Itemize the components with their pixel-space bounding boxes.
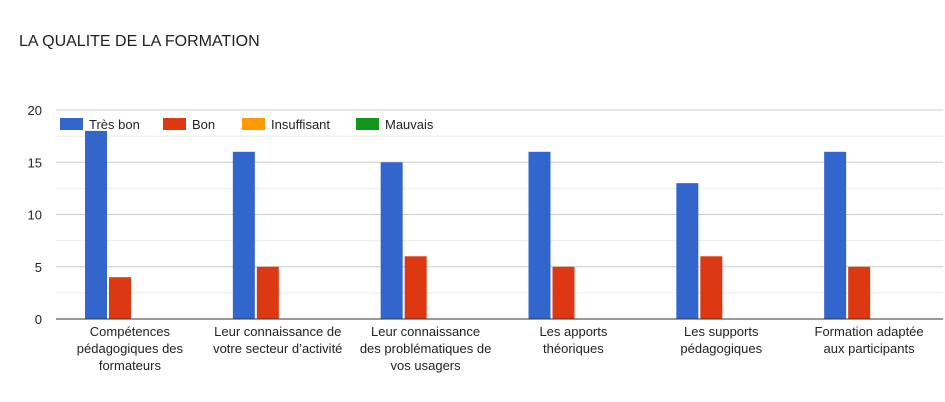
legend-label: Très bon [89, 117, 140, 132]
x-category-label-line: Formation adaptée [815, 324, 924, 339]
bar-très-bon-1 [232, 151, 255, 319]
y-tick-label: 5 [35, 260, 42, 275]
x-category-label: Compétences pédagogiques des formateurs [77, 324, 184, 373]
x-category-label-line: formateurs [99, 358, 162, 373]
x-axis-labels: Compétences pédagogiques des formateurs Leu… [77, 324, 924, 373]
y-tick-label: 20 [28, 103, 42, 118]
gridlines [56, 109, 943, 320]
legend: Très bon Bon Insuffisant Mauvais [60, 117, 434, 132]
y-tick-label: 10 [28, 208, 42, 223]
x-category-label-line: Leur connaissance [371, 324, 480, 339]
bar-très-bon-5 [824, 151, 847, 319]
bar-bon-2 [404, 256, 427, 319]
x-category-label-line: pédagogiques [680, 341, 762, 356]
bar-bon-0 [109, 277, 131, 319]
x-category-label-line: votre secteur d’activité [213, 341, 342, 356]
x-category-label: Leur connaissance des problématiques de vo… [360, 324, 492, 373]
bar-très-bon-3 [528, 151, 551, 319]
x-category-label: Les supports pédagogiques [680, 324, 762, 356]
x-category-label: Formation adaptée aux participants [815, 324, 924, 356]
legend-label: Mauvais [385, 117, 434, 132]
bar-bon-3 [552, 266, 575, 319]
x-category-label-line: Compétences [90, 324, 171, 339]
y-axis-ticks: 0 5 10 15 20 [28, 103, 42, 327]
x-category-label: Leur connaissance de votre secteur d’acti… [213, 324, 342, 356]
bar-très-bon-2 [380, 162, 403, 319]
x-category-label-line: théoriques [543, 341, 604, 356]
x-category-label-line: Leur connaissance de [214, 324, 341, 339]
x-category-label-line: pédagogiques des [77, 341, 184, 356]
bar-bon-4 [700, 256, 723, 319]
bar-bon-5 [848, 266, 871, 319]
x-category-label-line: vos usagers [391, 358, 462, 373]
x-category-label: Les apports théoriques [539, 324, 607, 356]
bar-bon-1 [256, 266, 279, 319]
legend-swatch [242, 118, 265, 130]
legend-label: Bon [192, 117, 215, 132]
legend-swatch [163, 118, 186, 130]
x-category-label-line: Les supports [684, 324, 759, 339]
legend-swatch [60, 118, 83, 130]
x-category-label-line: des problématiques de [360, 341, 492, 356]
y-tick-label: 0 [35, 312, 42, 327]
bars [56, 130, 943, 320]
x-category-label-line: aux participants [824, 341, 916, 356]
legend-label: Insuffisant [271, 117, 330, 132]
y-tick-label: 15 [28, 155, 42, 170]
chart-title: LA QUALITE DE LA FORMATION [19, 33, 260, 50]
x-category-label-line: Les apports [539, 324, 607, 339]
bar-très-bon-4 [676, 183, 699, 319]
bar-très-bon-0 [85, 130, 107, 319]
legend-swatch [356, 118, 379, 130]
